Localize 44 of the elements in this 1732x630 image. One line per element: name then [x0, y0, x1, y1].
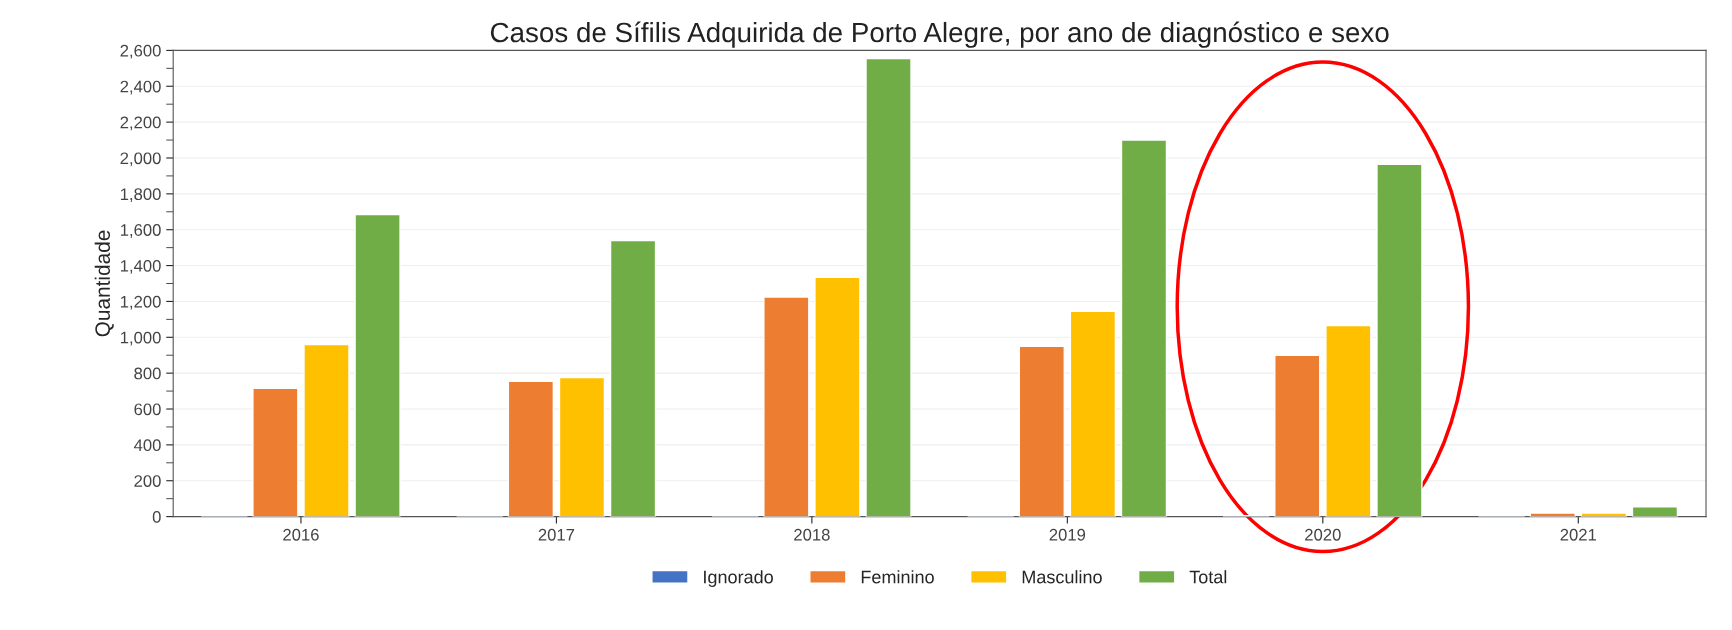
legend-label: Ignorado: [704, 570, 773, 587]
legend-label: Masculino: [1022, 570, 1102, 584]
bar: [1631, 506, 1679, 517]
bar: [303, 343, 350, 517]
x-tick-label: 2019: [1049, 528, 1086, 541]
bar: [609, 239, 657, 517]
bar: [252, 387, 299, 517]
y-tick-label: 200: [134, 475, 161, 487]
legend-label: Total: [1189, 570, 1227, 584]
bar: [558, 376, 606, 517]
y-tick-label: 1,200: [120, 295, 161, 310]
bar: [865, 57, 912, 517]
y-tick-label: 2,400: [120, 80, 161, 95]
x-tick-label: 2021: [1560, 528, 1597, 541]
bar: [1376, 163, 1423, 517]
bar: [1274, 354, 1321, 517]
y-axis-title: Quantidade: [94, 230, 114, 337]
x-tick-label: 2016: [283, 528, 319, 541]
y-tick-label: 0: [152, 511, 161, 523]
y-tick-label: 1,000: [120, 331, 161, 346]
x-tick-label: 2017: [538, 528, 575, 541]
bar: [763, 296, 810, 517]
bar: [1120, 139, 1168, 517]
bar: [507, 380, 555, 517]
chart-title: Casos de Sífilis Adquirida de Porto Alegre, por ano de diagnóstico e sexo: [490, 21, 1389, 48]
x-tick-label: 2020: [1305, 528, 1341, 541]
bar: [814, 276, 861, 517]
bar: [1325, 324, 1372, 517]
y-tick-label: 600: [134, 403, 161, 416]
y-tick-label: 800: [134, 367, 161, 380]
y-tick-label: 1,600: [120, 224, 161, 238]
x-tick-label: 2018: [794, 528, 830, 541]
bar: [1580, 512, 1628, 517]
y-tick-label: 1,800: [120, 188, 161, 203]
y-tick-label: 400: [133, 439, 161, 452]
bar: [1018, 345, 1065, 517]
bar: [1529, 512, 1576, 517]
y-tick-label: 1,400: [120, 259, 161, 274]
y-tick-label: 2,200: [120, 116, 161, 131]
bar: [354, 213, 401, 517]
y-tick-label: 2,000: [120, 152, 161, 167]
y-tick-label: 2,600: [120, 44, 161, 59]
legend-label: Feminino: [861, 570, 934, 584]
bar: [1069, 310, 1117, 517]
